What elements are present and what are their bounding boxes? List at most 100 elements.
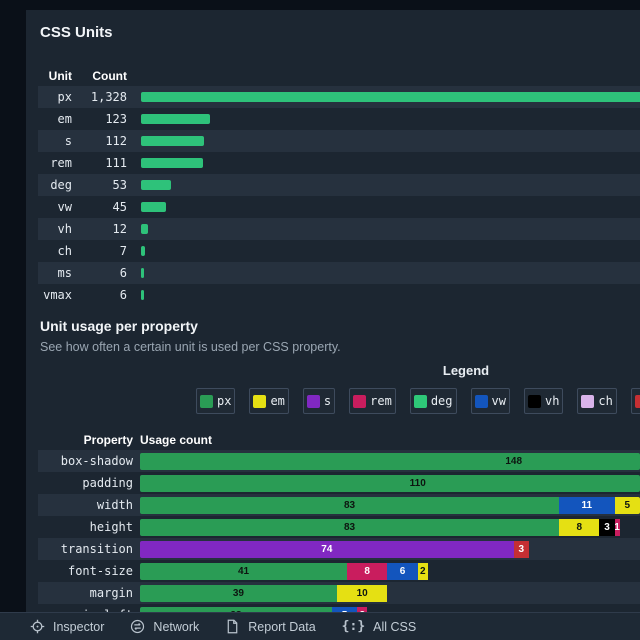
property-row: width 83 11 5 bbox=[38, 494, 640, 516]
usage-segment-s: 74 bbox=[140, 540, 514, 558]
unit-count-bar bbox=[141, 136, 204, 146]
usage-bar-cell: 41 8 6 2 bbox=[140, 562, 640, 580]
tab-label: Inspector bbox=[53, 619, 105, 634]
usage-segment-em: 2 bbox=[417, 562, 428, 580]
legend-label: vw bbox=[491, 393, 506, 408]
legend-label: em bbox=[270, 393, 285, 408]
unit-name: vh bbox=[57, 222, 72, 236]
legend-chip-vh[interactable]: vh bbox=[523, 388, 564, 414]
unit-bar-cell bbox=[141, 246, 640, 256]
unit-count-bar bbox=[141, 246, 145, 256]
usage-stacked-bar: 83 11 5 bbox=[140, 496, 640, 514]
property-row: transition 74 3 bbox=[38, 538, 640, 560]
unit-count-bar bbox=[141, 224, 148, 234]
property-name: box-shadow bbox=[60, 454, 133, 468]
property-row: margin-left 3852 bbox=[38, 604, 640, 612]
property-name: transition bbox=[60, 542, 133, 556]
unit-bar-cell bbox=[141, 268, 640, 278]
legend-chip-px[interactable]: px bbox=[196, 388, 236, 414]
unit-bar-cell bbox=[141, 114, 640, 124]
unit-name: ch bbox=[57, 244, 72, 258]
usage-segment-rem: 2 bbox=[357, 606, 368, 612]
legend-label: deg bbox=[430, 393, 453, 408]
css-units-panel: CSS Units Unit Count px 1,328 em 123 s 112 rem… bbox=[26, 10, 640, 612]
tab-network[interactable]: Network bbox=[130, 619, 199, 634]
property-name: margin-left bbox=[38, 608, 133, 612]
legend-title: Legend bbox=[442, 363, 490, 378]
document-icon bbox=[225, 619, 240, 634]
property-table-body: box-shadow 148 padding 110 width 83 11 5 height 8… bbox=[38, 450, 640, 612]
property-row: margin 39 10 bbox=[38, 582, 640, 604]
tab-all-css[interactable]: {:} All CSS bbox=[342, 619, 417, 634]
usage-stacked-bar: 148 bbox=[140, 452, 640, 470]
tab-report-data[interactable]: Report Data bbox=[225, 619, 316, 634]
page-title: CSS Units bbox=[40, 24, 113, 41]
tab-label: Network bbox=[153, 619, 200, 634]
usage-bar-cell: 83 11 5 bbox=[140, 496, 640, 514]
unit-row: deg 53 bbox=[38, 174, 640, 196]
devtools-tab-bar: Inspector Network Report Data {:} All CSS bbox=[0, 612, 640, 640]
legend-chip-s[interactable]: s bbox=[302, 388, 336, 414]
unit-count-bar bbox=[141, 114, 211, 124]
legend-chip-ch[interactable]: ch bbox=[577, 388, 617, 414]
unit-row: vmax 6 bbox=[38, 284, 640, 306]
unit-count: 111 bbox=[105, 156, 127, 170]
legend-chip-rem[interactable]: rem bbox=[349, 388, 396, 414]
legend-swatch-icon bbox=[527, 394, 541, 408]
unit-bar-cell bbox=[141, 202, 640, 212]
unit-count-table: Unit Count px 1,328 em 123 s 112 rem 111 deg 53 vw… bbox=[38, 66, 640, 306]
usage-stacked-bar: 39 10 bbox=[140, 584, 640, 602]
usage-segment-vw: 11 bbox=[559, 496, 615, 514]
tab-inspector[interactable]: Inspector bbox=[30, 619, 104, 634]
usage-bar-cell: 3852 bbox=[140, 606, 640, 612]
crosshair-icon bbox=[30, 619, 45, 634]
unit-name: vw bbox=[57, 200, 72, 214]
unit-count-bar bbox=[141, 202, 167, 212]
legend-chip-ms[interactable]: ms bbox=[630, 388, 640, 414]
legend-swatch-icon bbox=[253, 394, 267, 408]
legend-swatch-icon bbox=[474, 394, 488, 408]
legend-swatch-icon bbox=[306, 394, 320, 408]
property-name: font-size bbox=[67, 564, 133, 578]
legend-chip-vw[interactable]: vw bbox=[470, 388, 510, 414]
property-name: margin bbox=[89, 586, 133, 600]
unit-bar-cell bbox=[141, 92, 640, 102]
usage-segment-em: 10 bbox=[336, 584, 388, 602]
usage-bar-cell: 39 10 bbox=[140, 584, 640, 602]
property-column-header: Property bbox=[83, 433, 133, 447]
unit-column-header: Unit bbox=[48, 69, 72, 83]
unit-row: em 123 bbox=[38, 108, 640, 130]
usage-segment-vw: 6 bbox=[387, 562, 418, 580]
unit-count: 53 bbox=[112, 178, 127, 192]
legend-label: s bbox=[323, 393, 332, 408]
property-row: padding 110 bbox=[38, 472, 640, 494]
legend-label: vh bbox=[544, 393, 560, 408]
unit-count: 7 bbox=[119, 244, 127, 258]
unit-table-body: px 1,328 em 123 s 112 rem 111 deg 53 vw 45 vh 12 ch 7 ms… bbox=[38, 86, 640, 306]
usage-segment-rem: 1 bbox=[614, 518, 620, 536]
legend-swatch-icon bbox=[200, 394, 213, 408]
unit-count: 1,328 bbox=[90, 90, 127, 104]
section-subtitle: See how often a certain unit is used per… bbox=[40, 340, 341, 354]
unit-count-bar bbox=[141, 180, 171, 190]
unit-row: s 112 bbox=[38, 130, 640, 152]
network-icon bbox=[130, 619, 145, 634]
usage-segment-vw: 5 bbox=[331, 606, 358, 612]
usage-segment-em: 8 bbox=[559, 518, 600, 536]
unit-count-bar bbox=[141, 158, 204, 168]
unit-name: deg bbox=[50, 178, 72, 192]
unit-row: px 1,328 bbox=[38, 86, 640, 108]
legend-chip-deg[interactable]: deg bbox=[409, 388, 457, 414]
usage-segment-rem: 8 bbox=[347, 562, 388, 580]
usage-stacked-bar: 83 8 3 1 bbox=[140, 518, 640, 536]
legend-swatch-icon bbox=[413, 394, 427, 408]
property-name: width bbox=[96, 498, 133, 512]
property-name: height bbox=[89, 520, 133, 534]
legend-chip-em[interactable]: em bbox=[249, 388, 289, 414]
usage-segment-px: 110 bbox=[140, 474, 640, 492]
usage-bar-cell: 110 bbox=[140, 474, 640, 492]
usage-segment-em: 5 bbox=[614, 496, 640, 514]
unit-table-header: Unit Count bbox=[38, 66, 640, 86]
usage-bar-cell: 148 bbox=[140, 452, 640, 470]
usage-segment-vh: 3 bbox=[599, 518, 615, 536]
